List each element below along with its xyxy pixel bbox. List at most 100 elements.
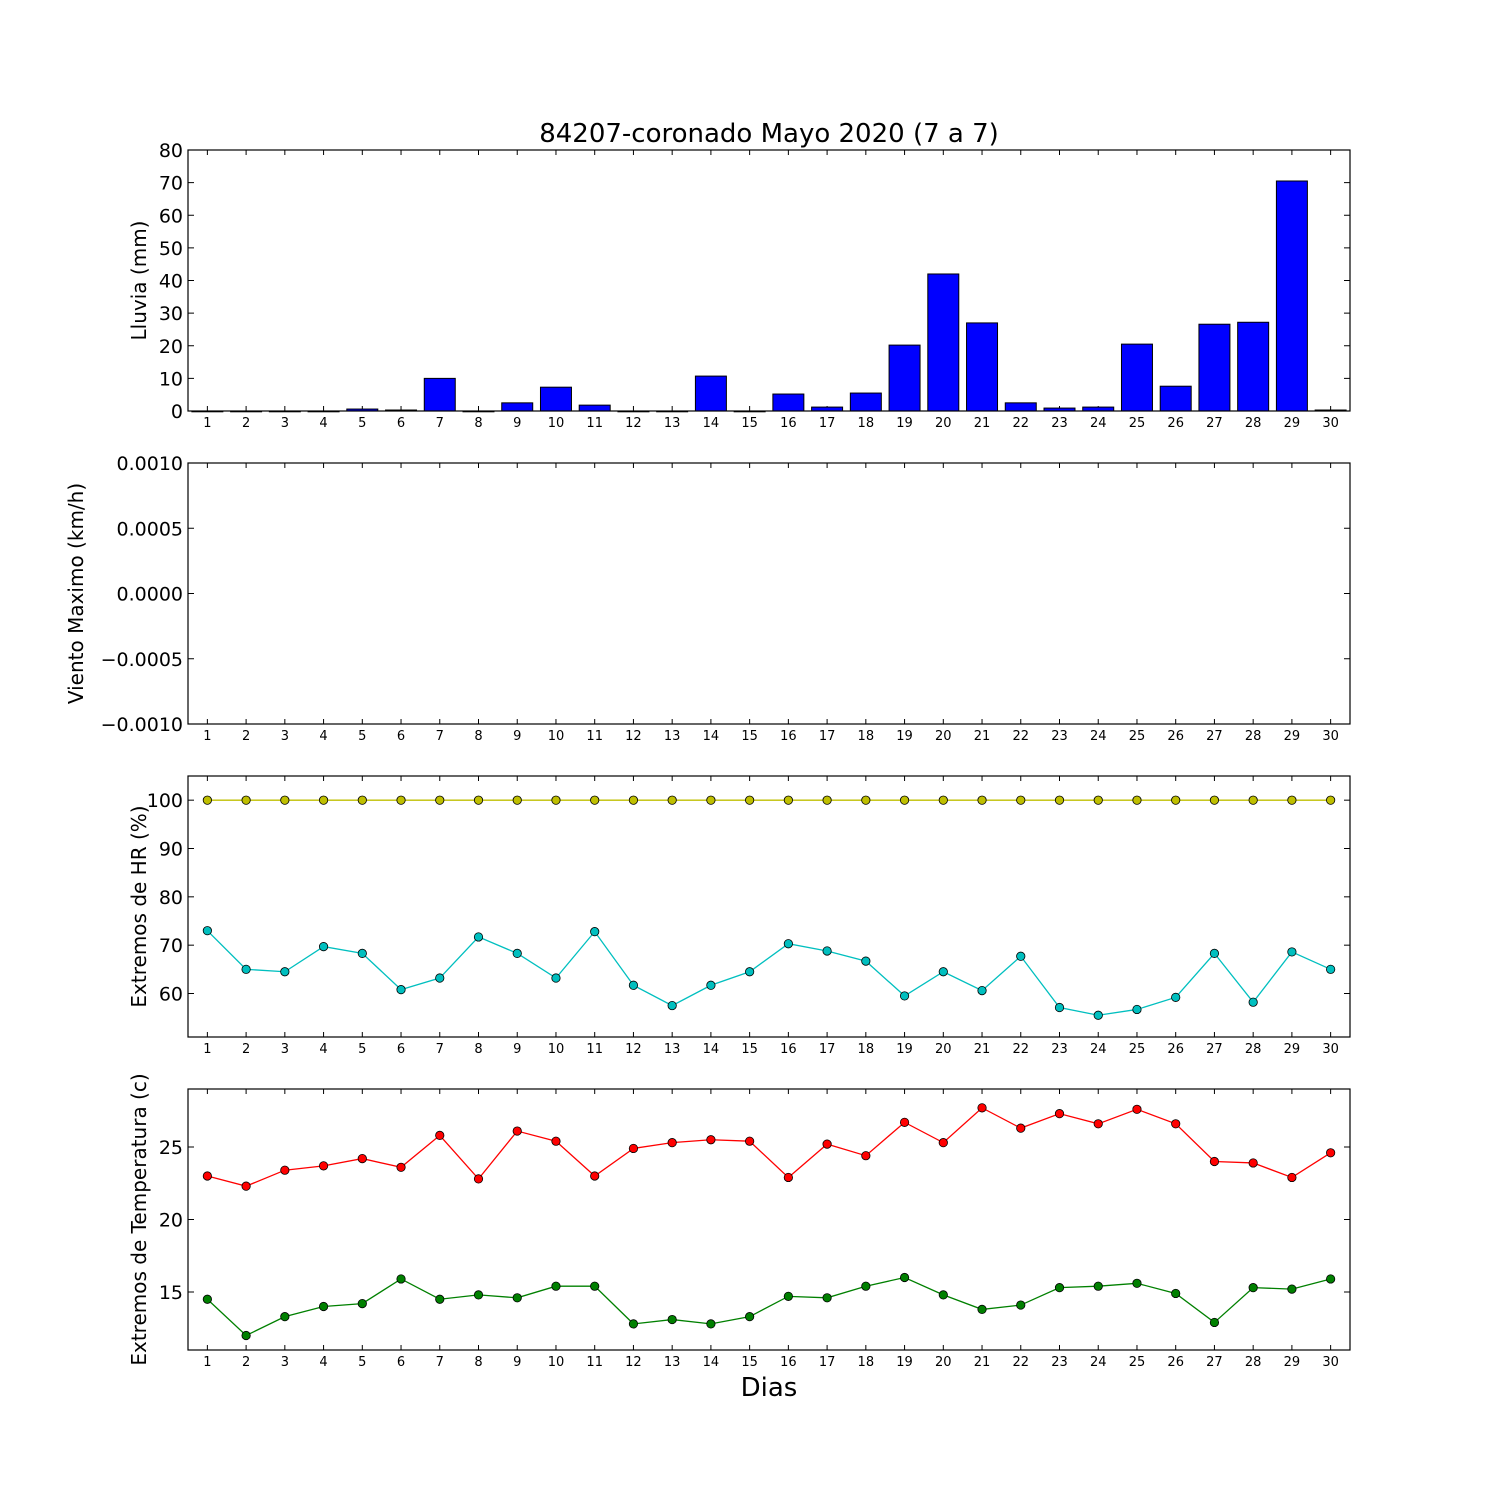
temperature-x-tick-label: 13 — [664, 1355, 681, 1370]
humidity-x-tick-label: 9 — [513, 1042, 521, 1057]
temperature-x-tick-label: 19 — [896, 1355, 913, 1370]
humidity-series-2-point — [745, 967, 755, 977]
humidity-x-tick-label: 24 — [1090, 1042, 1107, 1057]
temperature-series-1-point — [938, 1138, 948, 1148]
humidity-series-1-point — [396, 795, 406, 805]
humidity-series-1-point — [667, 795, 677, 805]
temperature-series-2-point — [628, 1319, 639, 1329]
humidity-series-1-point — [783, 795, 793, 805]
wind-y-tick-label: −0.0005 — [101, 649, 183, 671]
wind-panel: Viento Maximo (km/h) −0.0010 −0.0005 0.0000… — [64, 453, 1351, 744]
humidity-series-1-point — [1209, 795, 1220, 805]
rain-x-tick-label: 14 — [703, 416, 720, 431]
temperature-series-2-point — [551, 1281, 561, 1291]
rain-x-tick-label: 5 — [358, 416, 366, 431]
temperature-series-1-point — [667, 1138, 677, 1148]
temperature-series-1-point — [745, 1136, 755, 1146]
humidity-series-1-point — [1326, 795, 1336, 805]
rain-x-tick-label: 20 — [935, 416, 952, 431]
rain-x-tick-label: 23 — [1051, 416, 1068, 431]
temperature-series-2-point — [822, 1293, 832, 1303]
humidity-x-tick-label: 29 — [1284, 1042, 1301, 1057]
rain-bar — [849, 392, 882, 412]
humidity-series-2-point — [1132, 1004, 1142, 1015]
temperature-x-tick-label: 24 — [1090, 1355, 1107, 1370]
temperature-x-tick-label: 3 — [281, 1355, 289, 1370]
temperature-series-1-point — [318, 1161, 329, 1171]
temperature-series-1-point — [473, 1174, 484, 1184]
wind-x-tick-label: 21 — [974, 729, 991, 744]
humidity-x-tick-label: 20 — [935, 1042, 952, 1057]
temperature-x-tick-label: 10 — [548, 1355, 565, 1370]
humidity-series-2-point — [1171, 992, 1181, 1002]
humidity-series-2-point — [590, 927, 600, 937]
rain-x-tick-label: 6 — [397, 416, 405, 431]
temperature-series-2-point — [899, 1272, 910, 1283]
humidity-x-tick-label: 3 — [281, 1042, 289, 1057]
temperature-x-tick-label: 12 — [625, 1355, 642, 1370]
rain-x-tick-label: 30 — [1322, 416, 1339, 431]
humidity-series-2-point — [357, 948, 367, 958]
temperature-y-tick-label: 15 — [159, 1282, 183, 1304]
rain-x-tick-label: 2 — [242, 416, 250, 431]
rain-x-tick-label: 29 — [1284, 416, 1301, 431]
temperature-series-2-point — [280, 1312, 290, 1322]
temperature-series-1-point — [551, 1136, 561, 1146]
temperature-series-2-point — [241, 1330, 251, 1341]
humidity-x-tick-label: 13 — [664, 1042, 681, 1057]
humidity-series-1-point — [628, 795, 639, 805]
humidity-series-1-point — [1171, 795, 1181, 805]
rain-bar — [694, 375, 727, 412]
wind-x-tick-label: 3 — [281, 729, 289, 744]
temperature-x-tick-label: 9 — [513, 1355, 521, 1370]
wind-x-tick-label: 15 — [741, 729, 758, 744]
rain-bar — [539, 386, 572, 412]
temperature-x-tick-label: 25 — [1129, 1355, 1146, 1370]
humidity-x-tick-label: 21 — [974, 1042, 991, 1057]
humidity-y-tick-label: 90 — [159, 839, 183, 861]
humidity-series-1-point — [938, 795, 948, 805]
rain-x-tick-label: 27 — [1206, 416, 1223, 431]
humidity-x-tick-label: 16 — [780, 1042, 797, 1057]
rain-y-tick-label: 40 — [159, 271, 183, 293]
temperature-x-tick-label: 11 — [586, 1355, 603, 1370]
temperature-series-2-point — [590, 1281, 600, 1291]
rain-x-tick-label: 1 — [203, 416, 211, 431]
rain-bar — [772, 393, 805, 412]
rain-bar — [578, 404, 611, 412]
temperature-series-1-point — [357, 1154, 367, 1164]
humidity-series-1-point — [745, 795, 755, 805]
humidity-series-1-point — [1287, 795, 1297, 805]
temperature-series-1-line — [207, 1107, 1331, 1187]
humidity-series-1-point — [357, 795, 367, 805]
temperature-series-1-point — [241, 1181, 251, 1191]
humidity-y-tick-label: 100 — [147, 790, 183, 812]
temperature-series-1-point — [280, 1165, 290, 1175]
humidity-series-2-point — [861, 956, 871, 966]
temperature-series-1-point — [628, 1143, 639, 1154]
rain-x-tick-label: 28 — [1245, 416, 1262, 431]
humidity-series-1-point — [1093, 795, 1103, 805]
humidity-x-tick-label: 2 — [242, 1042, 250, 1057]
humidity-x-tick-label: 25 — [1129, 1042, 1146, 1057]
temperature-series-1-point — [435, 1130, 445, 1141]
wind-x-tick-label: 24 — [1090, 729, 1107, 744]
rain-x-tick-label: 25 — [1129, 416, 1146, 431]
wind-x-tick-label: 11 — [586, 729, 603, 744]
humidity-series-2-point — [1093, 1010, 1103, 1020]
wind-x-tick-label: 27 — [1206, 729, 1223, 744]
humidity-x-tick-label: 6 — [397, 1042, 405, 1057]
temperature-series-1-point — [202, 1171, 212, 1181]
humidity-series-2-point — [318, 942, 329, 952]
wind-x-tick-label: 5 — [358, 729, 366, 744]
humidity-series-1-point — [1132, 795, 1142, 805]
wind-x-tick-label: 16 — [780, 729, 797, 744]
temperature-series-2-point — [396, 1274, 406, 1284]
rain-bar — [1237, 321, 1270, 412]
humidity-x-tick-label: 19 — [896, 1042, 913, 1057]
humidity-series-2-point — [977, 985, 987, 996]
temperature-series-2-point — [938, 1290, 948, 1300]
rain-x-tick-label: 12 — [625, 416, 642, 431]
temperature-series-1-point — [899, 1117, 910, 1127]
